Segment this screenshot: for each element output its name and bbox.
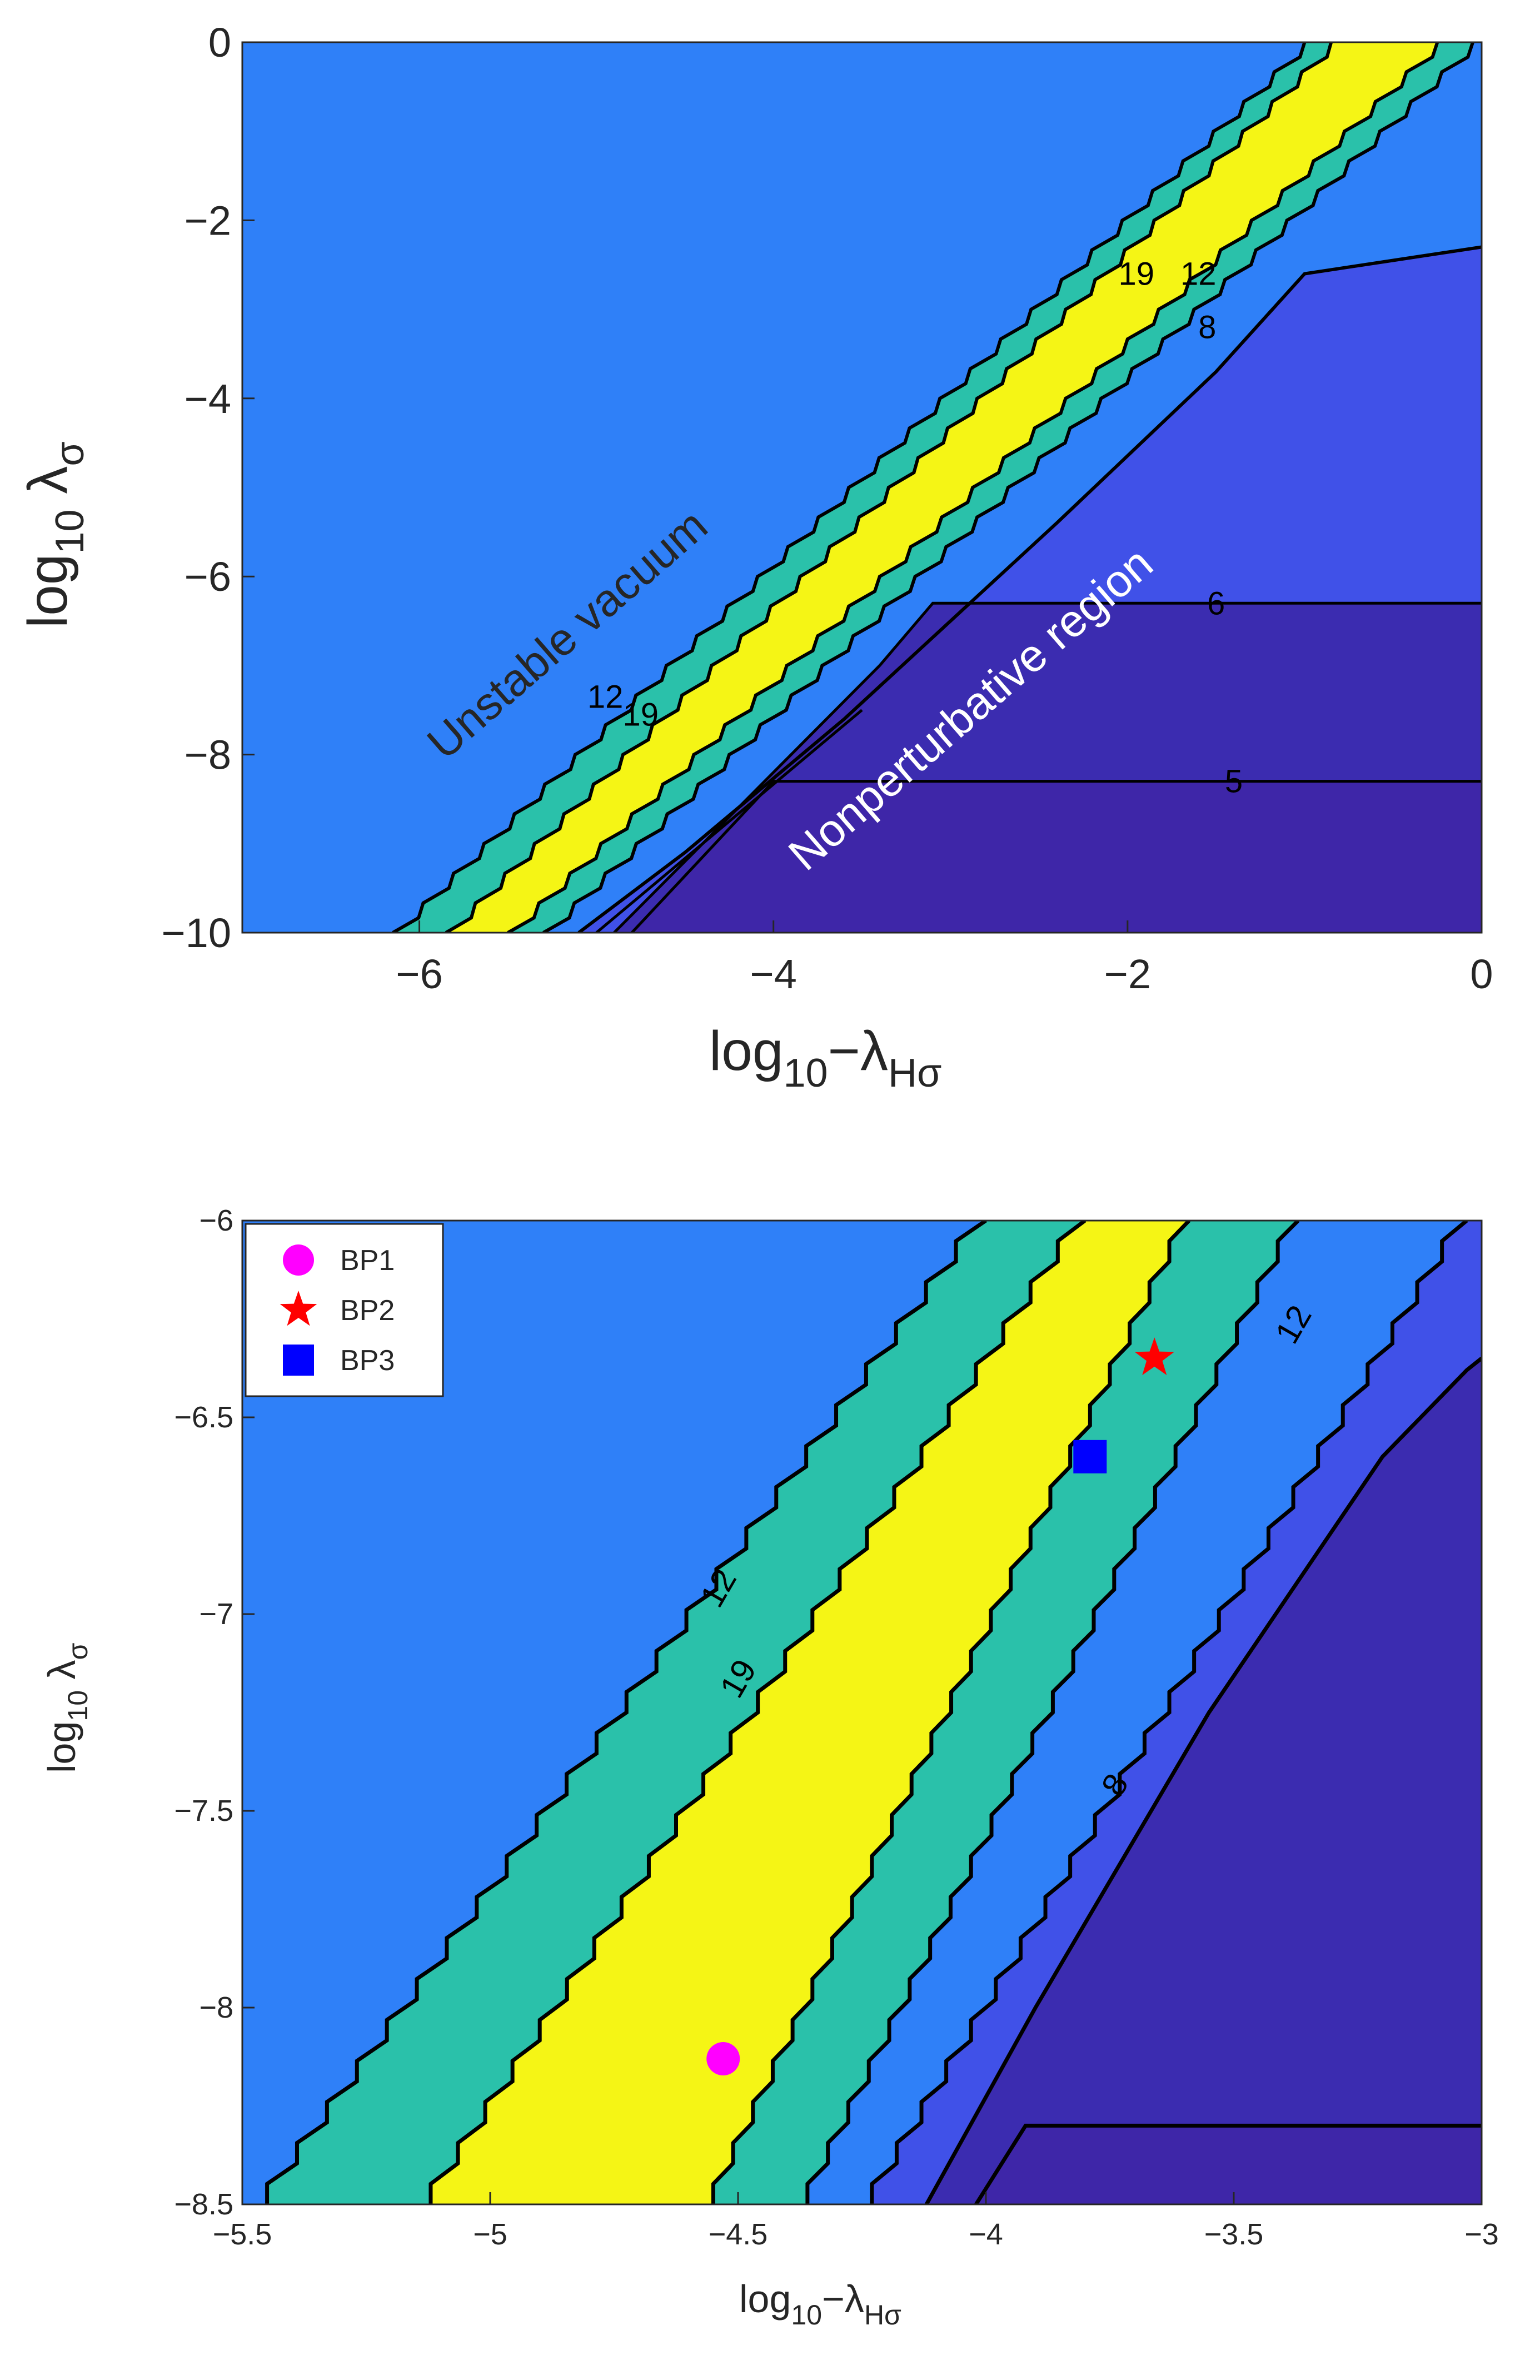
y-tick-label: 0 — [208, 19, 231, 66]
legend-label-bp1: BP1 — [340, 1244, 395, 1277]
top-y-axis-label: log10 λσ — [17, 441, 92, 628]
contour-line-12 — [392, 42, 1307, 933]
y-tick-label: −4 — [185, 376, 231, 422]
contour-line-12 — [542, 42, 1474, 933]
marker-bp2 — [1134, 1337, 1174, 1376]
benchmark-points — [706, 1337, 1174, 2076]
contour-line-5 — [974, 2123, 1482, 2204]
y-tick-label: −6 — [199, 1204, 233, 1237]
contour-label-12: 12 — [1180, 256, 1217, 292]
region-12-19-upper — [392, 42, 1332, 933]
marker-bp1 — [706, 2042, 740, 2076]
contour-line-12 — [805, 1221, 1300, 2204]
y-tick-label: −10 — [161, 910, 231, 956]
marker-bp3 — [1073, 1440, 1107, 1473]
bottom-plot-area — [242, 1221, 1482, 2204]
legend-marker-bp3 — [283, 1345, 314, 1376]
top-x-axis-label: log10−λHσ — [709, 1020, 941, 1096]
contour-label-5: 5 — [1225, 764, 1243, 800]
y-tick-label: −7 — [199, 1597, 233, 1631]
x-tick-label: −3.5 — [1204, 2218, 1264, 2251]
region-19-plus — [446, 42, 1438, 933]
legend-marker-bp2 — [280, 1291, 317, 1326]
y-tick-label: −6.5 — [174, 1401, 233, 1434]
bottom-y-axis-label: log10 λσ — [40, 1643, 93, 1774]
region-12-19-lower — [713, 1221, 1298, 2204]
y-tick-label: −2 — [185, 197, 231, 243]
bottom-axis-ticks: −5.5 −5 −4.5 −4 −3.5 −3 −6 −6.5 −7 −7.5 −8 −8.5 — [174, 1204, 1498, 2251]
contour-line-19 — [711, 1221, 1191, 2204]
region-12-19-upper — [267, 1221, 1085, 2204]
y-tick-label: −6 — [185, 554, 231, 600]
contour-label-6: 6 — [1207, 585, 1225, 621]
y-tick-label: −8 — [199, 1991, 233, 2024]
contour-line-19 — [428, 1221, 1087, 2204]
x-tick-label: −3 — [1464, 2218, 1499, 2251]
contour-line-lower-2 — [631, 780, 1482, 933]
contour-label-19: 19 — [623, 697, 659, 733]
y-tick-label: −8.5 — [174, 2188, 233, 2221]
x-tick-label: −6 — [396, 951, 442, 997]
bottom-filled-regions — [267, 1221, 1482, 2204]
contour-line-8 — [577, 245, 1482, 933]
top-plot-area — [242, 42, 1482, 933]
y-tick-label: −7.5 — [174, 1794, 233, 1828]
region-19-plus — [430, 1221, 1189, 2204]
top-contour-lines — [392, 42, 1482, 933]
contour-line-lower-1 — [613, 601, 1482, 933]
legend-label-bp2: BP2 — [340, 1294, 395, 1327]
bottom-x-axis-label: log10−λHσ — [739, 2277, 901, 2331]
bottom-contour-lines — [265, 1221, 1482, 2204]
region-5-6 — [926, 1358, 1482, 2204]
contour-label-8: 8 — [1198, 310, 1216, 346]
contour-label-12: 12 — [587, 679, 624, 715]
x-tick-label: −5.5 — [213, 2218, 272, 2251]
y-tick-label: −8 — [185, 732, 231, 778]
x-tick-label: −4.5 — [709, 2218, 768, 2251]
region-below-5 — [976, 2125, 1482, 2204]
legend-label-bp3: BP3 — [340, 1345, 395, 1377]
top-filled-regions — [392, 42, 1482, 933]
x-tick-label: −4 — [969, 2218, 1003, 2251]
contour-line-8 — [870, 1221, 1468, 2204]
contour-line-6 — [924, 1357, 1482, 2204]
legend-marker-bp1 — [283, 1244, 314, 1276]
x-tick-label: −5 — [473, 2218, 507, 2251]
x-tick-label: −4 — [750, 951, 797, 997]
x-tick-label: 0 — [1470, 951, 1493, 997]
x-tick-label: −2 — [1104, 951, 1151, 997]
legend: BP1 BP2 BP3 — [245, 1223, 444, 1397]
legend-box — [245, 1223, 444, 1397]
contour-line-19 — [445, 42, 1333, 933]
region-12-19-lower — [507, 42, 1473, 933]
region-below-5 — [631, 781, 1482, 933]
top-axis-ticks: −6 −4 −2 0 0 −2 −4 −6 −8 −10 — [161, 19, 1493, 997]
contour-line-12 — [265, 1221, 987, 2204]
contour-label-19: 19 — [1119, 256, 1155, 292]
contour-line-19 — [507, 42, 1439, 933]
